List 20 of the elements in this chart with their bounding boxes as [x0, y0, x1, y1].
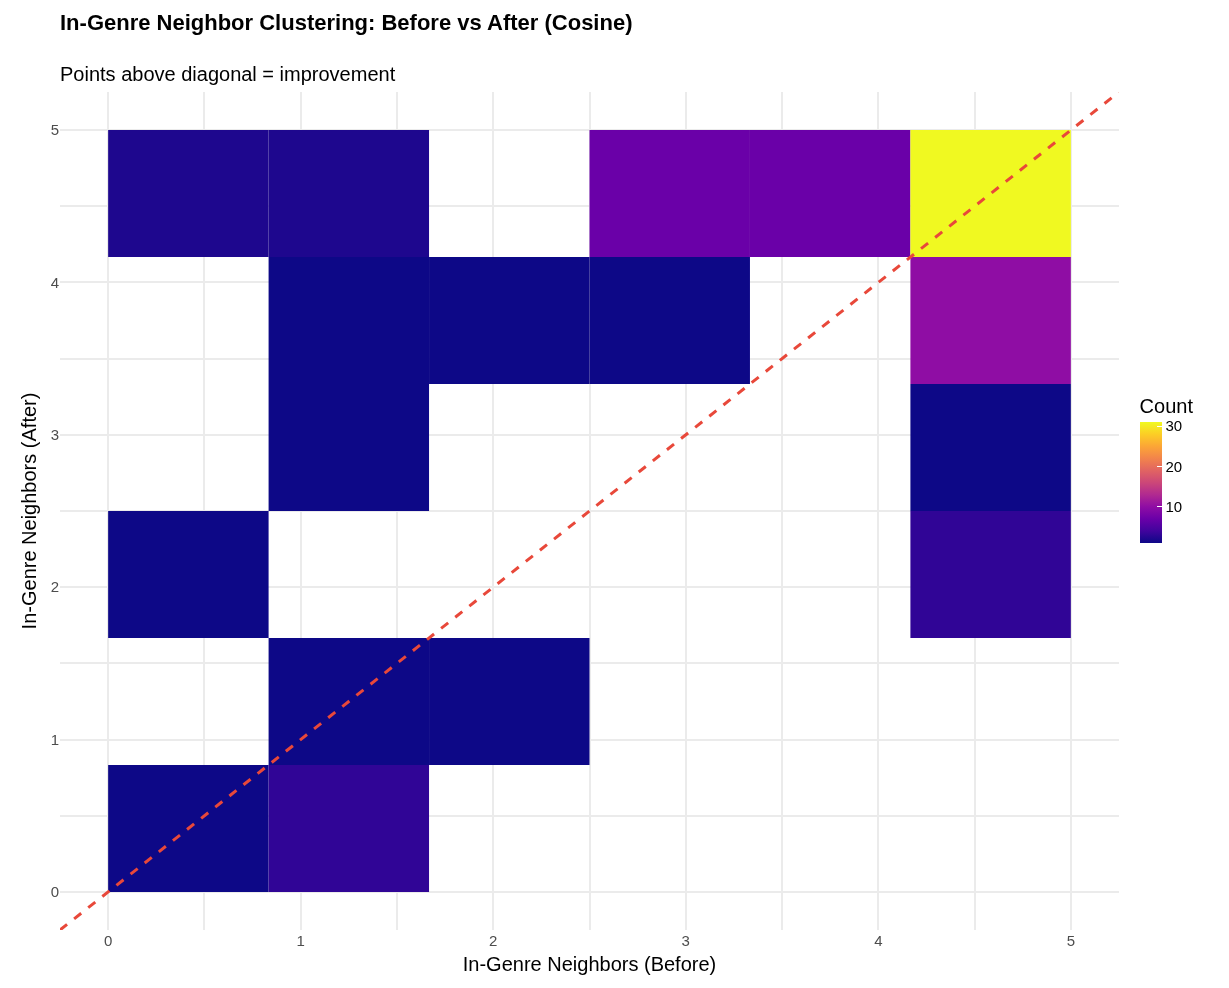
color-bar-title: Count	[1139, 395, 1194, 418]
x-tick-label: 5	[1066, 932, 1076, 949]
y-tick-label: 0	[50, 883, 59, 901]
chart-title: In-Genre Neighbor Clustering: Before vs After (Cosine)	[60, 10, 633, 36]
color-bar-label: 20	[1165, 457, 1183, 475]
y-tick-label: 5	[50, 121, 59, 139]
x-axis-title: In-Genre Neighbors (Before)	[462, 952, 717, 975]
y-axis-title: In-Genre Neighbors (After)	[18, 392, 41, 630]
x-tick-label: 2	[489, 932, 498, 949]
color-bar-label: 30	[1165, 417, 1183, 435]
x-tick-label: 0	[103, 932, 113, 949]
y-tick-label: 2	[50, 578, 59, 596]
x-tick-label: 1	[296, 932, 305, 949]
chart-subtitle: Points above diagonal = improvement	[60, 63, 396, 86]
y-tick-label: 4	[50, 273, 59, 291]
y-tick-label: 1	[50, 730, 59, 748]
y-tick-label: 3	[50, 426, 59, 444]
x-tick-label: 4	[874, 932, 883, 949]
color-bar-label: 10	[1165, 498, 1183, 516]
x-tick-label: 3	[681, 932, 690, 949]
